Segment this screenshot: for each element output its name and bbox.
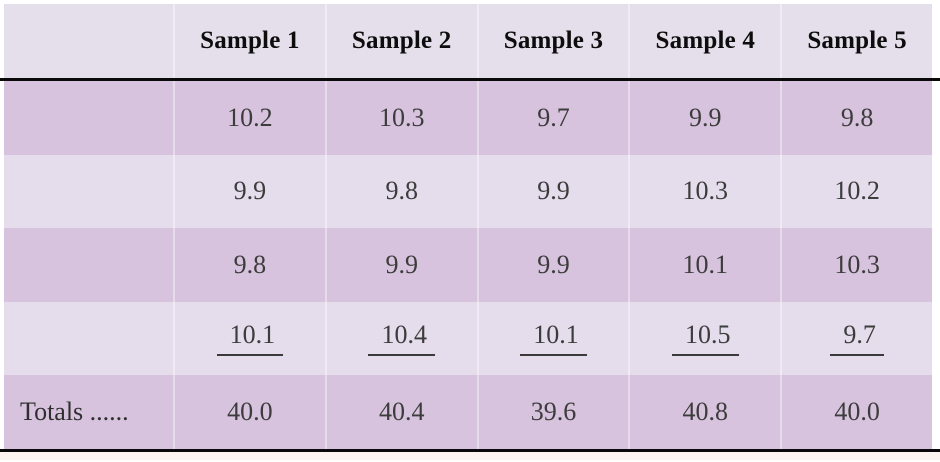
cell-value: 40.8: [682, 396, 729, 426]
table-cell: 10.1: [173, 301, 325, 375]
cell-value: 9.9: [537, 176, 570, 206]
cell-value: 9.8: [233, 249, 267, 279]
cell-value: 10.3: [682, 176, 729, 206]
row-label: [4, 155, 173, 229]
table-cell: 9.8: [324, 154, 477, 228]
header-row: Sample 1 Sample 2 Sample 3 Sample 4 Samp…: [4, 4, 932, 78]
corner-cell: [4, 4, 173, 78]
table-cell: 40.4: [324, 375, 477, 449]
footer-strip: [0, 451, 940, 460]
table-cell: 10.2: [173, 81, 325, 155]
cell-value: 40.4: [378, 396, 425, 426]
table-cell: 9.9: [324, 228, 477, 302]
table-cell: 9.7: [780, 301, 932, 375]
cell-value: 10.3: [834, 249, 880, 279]
table-row: Totals ...... 40.0 40.4 39.6 40.8 40.0: [4, 375, 932, 449]
row-label: [4, 81, 173, 155]
table-cell: 9.8: [173, 228, 325, 302]
cell-value: 39.6: [530, 396, 577, 426]
cell-value: 40.0: [227, 396, 273, 426]
table-cell: 9.7: [476, 81, 629, 155]
column-header-sample-3: Sample 3: [476, 4, 629, 78]
table-cell: 9.9: [628, 81, 780, 155]
cell-value: 10.2: [834, 176, 880, 206]
table-cell: 10.2: [780, 154, 932, 228]
column-header-sample-2: Sample 2: [324, 4, 477, 78]
table-row: 9.9 9.8 9.9 10.3 10.2: [4, 154, 932, 229]
cell-value: 9.9: [537, 249, 570, 279]
table-row: 10.2 10.3 9.7 9.9 9.8: [4, 81, 932, 155]
table-cell: 9.9: [476, 228, 629, 302]
underlined-cell-value: 10.4: [368, 320, 435, 357]
underlined-cell-value: 10.1: [520, 320, 587, 357]
table-cell: 9.9: [173, 154, 325, 228]
cell-value: 10.2: [227, 102, 273, 132]
table-cell: 40.0: [780, 375, 932, 449]
table-cell: 10.3: [628, 154, 780, 228]
column-header-sample-5: Sample 5: [780, 4, 932, 78]
cell-value: 9.8: [385, 176, 418, 206]
table-cell: 10.4: [324, 301, 477, 375]
table-cell: 10.5: [628, 301, 780, 375]
table-cell: 40.8: [628, 375, 780, 449]
header-rule: [0, 78, 940, 81]
row-label: Totals ......: [20, 396, 129, 426]
cell-value: 9.9: [385, 249, 418, 279]
table-cell: 39.6: [476, 375, 629, 449]
table-cell: 9.8: [780, 81, 932, 155]
cell-value: 9.9: [689, 102, 722, 132]
table-cell: 9.9: [476, 154, 629, 228]
table-cell: 10.1: [628, 228, 780, 302]
row-label: [4, 302, 173, 376]
table-cell: 10.3: [324, 81, 477, 155]
cell-value: 9.7: [537, 102, 570, 132]
table-body: 10.2 10.3 9.7 9.9 9.8 9.9 9.8 9.9 10.3 10.2 9.8 9.9…: [4, 81, 932, 449]
column-header-sample-1: Sample 1: [173, 4, 325, 78]
underlined-cell-value: 9.7: [830, 320, 884, 357]
cell-value: 9.9: [233, 176, 267, 206]
table-cell: 10.1: [476, 301, 629, 375]
column-header-sample-4: Sample 4: [628, 4, 780, 78]
table-cell: 10.3: [780, 228, 932, 302]
table-header: Sample 1 Sample 2 Sample 3 Sample 4 Samp…: [4, 4, 932, 78]
cell-value: 40.0: [834, 396, 880, 426]
table-row: 9.8 9.9 9.9 10.1 10.3: [4, 228, 932, 302]
underlined-cell-value: 10.1: [216, 320, 284, 357]
cell-value: 9.8: [840, 102, 874, 132]
table-row: 10.1 10.4 10.1 10.5 9.7: [4, 301, 932, 376]
underlined-cell-value: 10.5: [672, 320, 739, 357]
cell-value: 10.1: [682, 249, 729, 279]
cell-value: 10.3: [378, 102, 425, 132]
table-cell: 40.0: [173, 375, 325, 449]
bottom-rule: [0, 448, 940, 452]
row-label: [4, 228, 173, 302]
